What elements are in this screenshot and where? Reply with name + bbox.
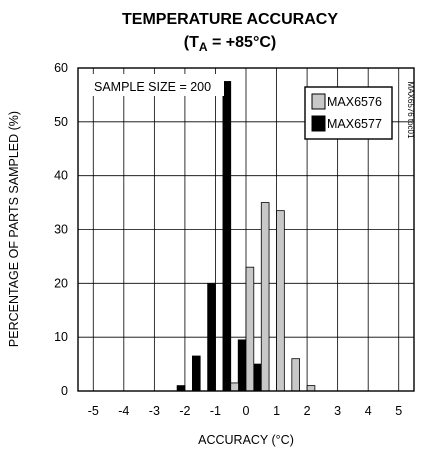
bar-max6576 [245, 266, 255, 392]
x-tick-label: 1 [273, 404, 280, 418]
sample-size-box: SAMPLE SIZE = 200 [90, 74, 224, 96]
legend-swatch-max6576 [311, 93, 326, 110]
x-tick-label: 0 [243, 404, 250, 418]
bar-max6576 [260, 202, 270, 392]
chart-subtitle: (TA = +85°C) [184, 34, 276, 54]
sample-size-annotation: SAMPLE SIZE = 200 [94, 80, 211, 94]
chart-title: TEMPERATURE ACCURACY [122, 11, 338, 28]
y-axis-label: PERCENTAGE OF PARTS SAMPLED (%) [7, 111, 21, 347]
legend-label-max6577: MAX6577 [327, 117, 382, 131]
x-tick-label: -1 [210, 404, 221, 418]
x-tick-label: -5 [88, 404, 99, 418]
bar-max6576 [291, 358, 301, 392]
y-tick-label: 50 [54, 115, 68, 129]
sample-size-background [90, 74, 224, 96]
x-axis-label: ACCURACY (°C) [198, 433, 294, 447]
x-tick-label: 4 [365, 404, 372, 418]
y-tick-label: 60 [54, 61, 68, 75]
subtitle-prefix: (T [184, 34, 199, 51]
y-tick-label: 20 [54, 276, 68, 290]
legend: MAX6576 MAX6577 [304, 86, 393, 140]
x-tick-label: 2 [304, 404, 311, 418]
bar-max6577 [191, 355, 201, 392]
figure-id-label: MAX6576 toc01 [406, 82, 415, 139]
legend-label-max6576: MAX6576 [327, 95, 382, 109]
subtitle-subscript: A [199, 40, 208, 54]
y-tick-label: 40 [54, 169, 68, 183]
bar-max6577 [222, 81, 232, 392]
x-tick-label: -3 [149, 404, 160, 418]
bar-max6576 [230, 382, 239, 392]
y-tick-label: 30 [54, 223, 68, 237]
bar-max6577 [253, 363, 262, 392]
x-tick-label: -4 [118, 404, 129, 418]
bar-max6576 [276, 210, 285, 392]
subtitle-suffix: = +85°C) [208, 34, 277, 51]
plot-frame [77, 67, 415, 392]
x-tick-label: -2 [179, 404, 190, 418]
y-tick-label: 10 [54, 330, 68, 344]
bar-max6577 [207, 282, 216, 392]
x-tick-label: 5 [395, 404, 402, 418]
bar-max6577 [237, 339, 247, 392]
bar-max6577 [176, 385, 186, 392]
bar-max6576 [306, 385, 316, 392]
x-tick-label: 3 [334, 404, 341, 418]
y-tick-label: 0 [61, 384, 68, 398]
legend-swatch-max6577 [311, 115, 326, 132]
